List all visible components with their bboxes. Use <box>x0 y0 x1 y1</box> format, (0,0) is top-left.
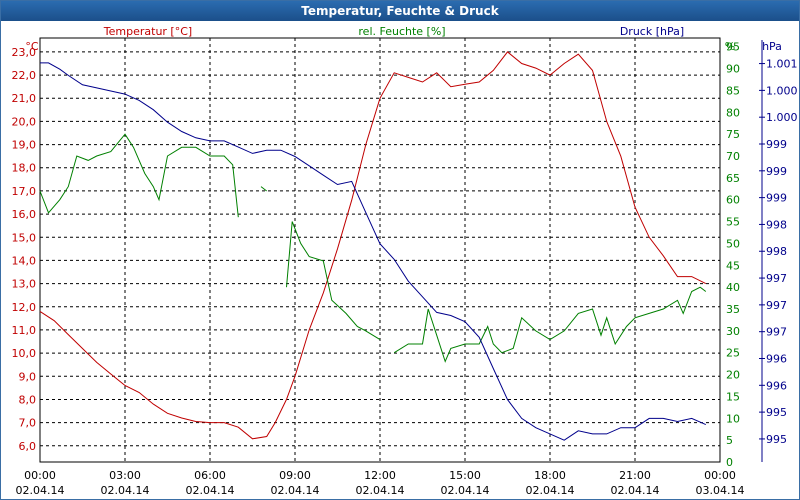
temperature-tick-label: 7,0 <box>19 417 37 430</box>
pressure-tick-label: 997 <box>766 299 787 312</box>
x-tick-date-label: 03.04.14 <box>696 484 745 497</box>
humidity-tick-label: 20 <box>726 369 740 382</box>
humidity-tick-label: 0 <box>726 456 733 469</box>
temperature-tick-label: 19,0 <box>12 139 37 152</box>
x-tick-date-label: 02.04.14 <box>611 484 660 497</box>
x-tick-time-label: 21:00 <box>619 469 651 482</box>
pressure-tick-label: 995 <box>766 433 787 446</box>
pressure-tick-label: 997 <box>766 272 787 285</box>
series-line-humidity <box>260 186 268 192</box>
pressure-tick-label: 999 <box>766 192 787 205</box>
humidity-tick-label: 95 <box>726 41 740 54</box>
humidity-tick-label: 10 <box>726 412 740 425</box>
temperature-tick-label: 15,0 <box>12 231 37 244</box>
humidity-tick-label: 75 <box>726 128 740 141</box>
x-tick-date-label: 02.04.14 <box>356 484 405 497</box>
pressure-tick-label: 998 <box>766 218 787 231</box>
temperature-tick-label: 23,0 <box>12 46 37 59</box>
humidity-tick-label: 90 <box>726 63 740 76</box>
pressure-tick-label: 996 <box>766 352 787 365</box>
temperature-tick-label: 20,0 <box>12 115 37 128</box>
temperature-tick-label: 10,0 <box>12 347 37 360</box>
temperature-tick-label: 8,0 <box>19 393 37 406</box>
humidity-tick-label: 5 <box>726 434 733 447</box>
series-line-temperature <box>39 51 707 440</box>
humidity-tick-label: 30 <box>726 325 740 338</box>
pressure-tick-label: 998 <box>766 245 787 258</box>
humidity-tick-label: 35 <box>726 303 740 316</box>
chart-title: Temperatur, Feuchte & Druck <box>1 1 799 21</box>
humidity-tick-label: 45 <box>726 259 740 272</box>
temperature-tick-label: 13,0 <box>12 278 37 291</box>
temperature-tick-label: 11,0 <box>12 324 37 337</box>
humidity-tick-label: 55 <box>726 216 740 229</box>
humidity-tick-label: 60 <box>726 194 740 207</box>
x-tick-time-label: 06:00 <box>194 469 226 482</box>
series-line-humidity <box>393 286 707 363</box>
x-tick-time-label: 00:00 <box>704 469 736 482</box>
humidity-tick-label: 80 <box>726 106 740 119</box>
humidity-tick-label: 85 <box>726 84 740 97</box>
pressure-tick-label: 1.000 <box>766 84 798 97</box>
pressure-tick-label: 1.001 <box>766 58 798 71</box>
x-tick-date-label: 02.04.14 <box>526 484 575 497</box>
humidity-tick-label: 65 <box>726 172 740 185</box>
x-tick-time-label: 12:00 <box>364 469 396 482</box>
series-line-humidity <box>286 221 381 341</box>
humidity-tick-label: 50 <box>726 237 740 250</box>
x-tick-time-label: 00:00 <box>24 469 56 482</box>
temperature-tick-label: 22,0 <box>12 69 37 82</box>
humidity-unit: % <box>725 40 735 53</box>
pressure-tick-label: 999 <box>766 165 787 178</box>
series-line-humidity <box>39 133 239 218</box>
temperature-axis-title: Temperatur [°C] <box>103 25 192 38</box>
humidity-tick-label: 25 <box>726 347 740 360</box>
humidity-tick-label: 15 <box>726 390 740 403</box>
x-tick-time-label: 09:00 <box>279 469 311 482</box>
temperature-tick-label: 6,0 <box>19 440 37 453</box>
pressure-tick-label: 995 <box>766 406 787 419</box>
x-tick-time-label: 15:00 <box>449 469 481 482</box>
x-tick-time-label: 03:00 <box>109 469 141 482</box>
temperature-tick-label: 14,0 <box>12 254 37 267</box>
humidity-axis-title: rel. Feuchte [%] <box>358 25 445 38</box>
pressure-tick-label: 997 <box>766 326 787 339</box>
temperature-tick-label: 18,0 <box>12 162 37 175</box>
pressure-tick-label: 999 <box>766 138 787 151</box>
temperature-tick-label: 16,0 <box>12 208 37 221</box>
pressure-axis-title: Druck [hPa] <box>620 25 684 38</box>
x-tick-date-label: 02.04.14 <box>441 484 490 497</box>
temperature-tick-label: 21,0 <box>12 92 37 105</box>
x-tick-date-label: 02.04.14 <box>186 484 235 497</box>
pressure-tick-label: 996 <box>766 379 787 392</box>
humidity-tick-label: 40 <box>726 281 740 294</box>
pressure-unit: hPa <box>762 40 782 53</box>
temperature-unit: °C <box>25 40 39 53</box>
humidity-tick-label: 70 <box>726 150 740 163</box>
temperature-tick-label: 17,0 <box>12 185 37 198</box>
x-tick-date-label: 02.04.14 <box>101 484 150 497</box>
temperature-tick-label: 12,0 <box>12 301 37 314</box>
x-tick-date-label: 02.04.14 <box>271 484 320 497</box>
pressure-tick-label: 1.000 <box>766 111 798 124</box>
x-tick-date-label: 02.04.14 <box>16 484 65 497</box>
series-line-pressure <box>40 62 707 441</box>
x-tick-time-label: 18:00 <box>534 469 566 482</box>
temperature-tick-label: 9,0 <box>19 370 37 383</box>
